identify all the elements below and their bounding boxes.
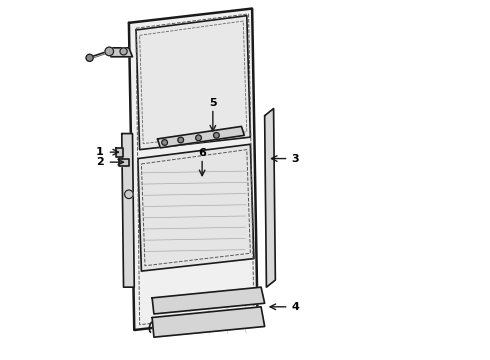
Circle shape [105,47,114,56]
Polygon shape [265,109,275,287]
Text: 6: 6 [198,148,206,158]
Polygon shape [129,9,258,330]
Polygon shape [136,16,250,150]
Circle shape [86,54,93,62]
Circle shape [214,132,220,138]
Circle shape [124,190,133,199]
Text: 1: 1 [96,147,104,157]
Polygon shape [138,144,254,271]
Circle shape [178,137,184,143]
Circle shape [162,140,168,145]
Text: 4: 4 [292,302,299,312]
Polygon shape [107,48,132,57]
Text: 5: 5 [209,98,217,108]
Circle shape [196,135,201,141]
Polygon shape [116,148,123,157]
Polygon shape [119,158,129,166]
Polygon shape [152,287,265,314]
Text: 2: 2 [96,157,104,167]
Polygon shape [152,307,265,337]
Text: 3: 3 [292,154,299,163]
Circle shape [120,48,127,55]
Polygon shape [157,126,245,148]
Polygon shape [122,134,134,287]
